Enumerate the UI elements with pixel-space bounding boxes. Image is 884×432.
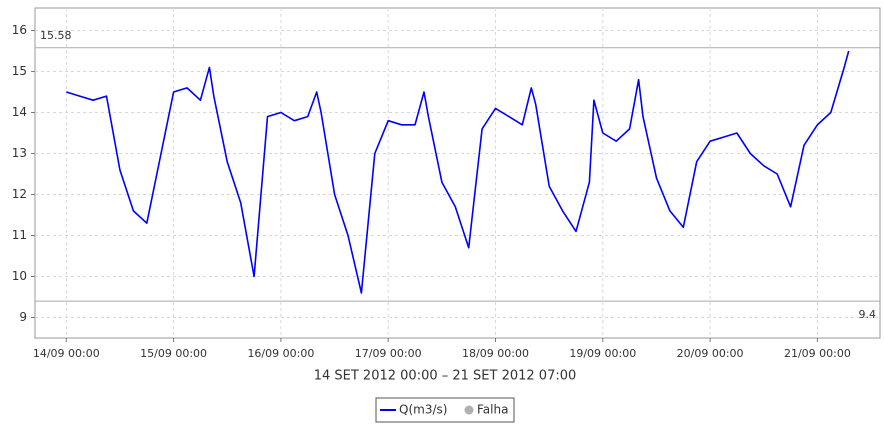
x-tick-label: 14/09 00:00 xyxy=(33,347,100,360)
plot-area xyxy=(34,7,881,339)
x-tick-label: 17/09 00:00 xyxy=(355,347,422,360)
y-tick-label: 10 xyxy=(12,269,27,283)
y-tick-label: 12 xyxy=(12,187,27,201)
x-tick-label: 20/09 00:00 xyxy=(677,347,744,360)
y-tick-label: 11 xyxy=(12,228,27,242)
legend-label: Falha xyxy=(477,403,508,417)
x-axis-label: 14 SET 2012 00:00 – 21 SET 2012 07:00 xyxy=(314,369,577,384)
x-tick-label: 18/09 00:00 xyxy=(462,347,529,360)
legend-swatch xyxy=(464,405,474,415)
y-tick-label: 15 xyxy=(12,64,27,78)
x-tick-label: 19/09 00:00 xyxy=(569,347,636,360)
reference-label: 15.58 xyxy=(40,29,72,42)
y-tick-label: 13 xyxy=(12,146,27,160)
y-tick-label: 9 xyxy=(19,310,27,324)
y-tick-label: 14 xyxy=(12,105,27,119)
reference-label: 9.4 xyxy=(859,308,877,321)
y-tick-label: 16 xyxy=(12,23,27,37)
data-line xyxy=(66,50,850,294)
legend-label: Q(m3/s) xyxy=(399,403,447,417)
x-tick-label: 15/09 00:00 xyxy=(140,347,207,360)
x-tick-label: 16/09 00:00 xyxy=(247,347,314,360)
x-tick-label: 21/09 00:00 xyxy=(784,347,851,360)
legend-box xyxy=(375,397,515,423)
